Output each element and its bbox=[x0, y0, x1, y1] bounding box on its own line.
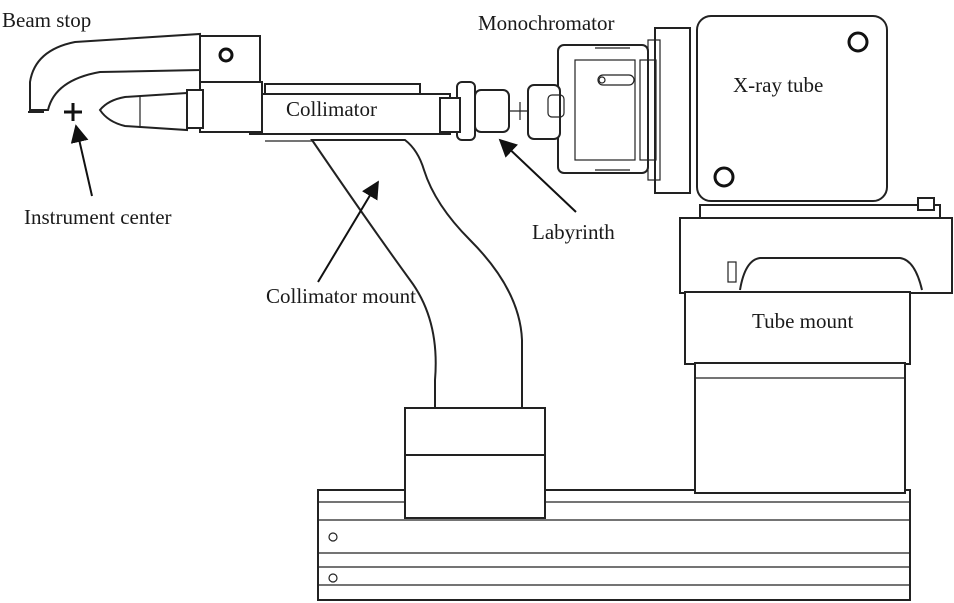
label-instrument-center: Instrument center bbox=[24, 205, 172, 229]
collimator-mount-arrow bbox=[317, 180, 379, 283]
tube-mount bbox=[679, 197, 953, 494]
collimator-body bbox=[249, 83, 461, 135]
monochromator-body bbox=[557, 39, 661, 181]
label-beam-stop: Beam stop bbox=[2, 8, 91, 32]
label-collimator-mount: Collimator mount bbox=[266, 284, 416, 308]
label-collimator: Collimator bbox=[286, 97, 377, 121]
label-tube-mount: Tube mount bbox=[752, 309, 853, 333]
label-monochromator: Monochromator bbox=[478, 11, 614, 35]
labyrinth-body bbox=[456, 81, 565, 141]
instrument-center-arrow bbox=[70, 124, 93, 197]
xray-tube-body bbox=[654, 15, 888, 202]
label-labyrinth: Labyrinth bbox=[532, 220, 615, 244]
collimator-mount bbox=[265, 132, 546, 519]
beam-stop-body bbox=[28, 32, 263, 133]
labyrinth-arrow bbox=[498, 138, 577, 213]
instrument-center-mark bbox=[64, 103, 82, 121]
label-xray-tube: X-ray tube bbox=[733, 73, 823, 97]
